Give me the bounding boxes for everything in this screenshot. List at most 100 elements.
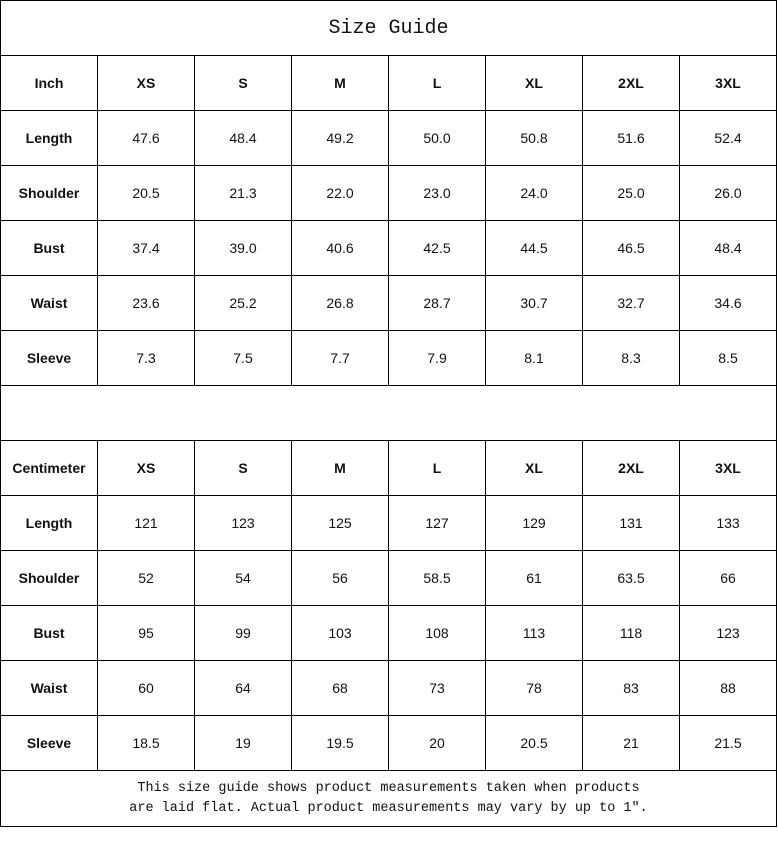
measurement-cell: 22.0 [291,165,389,221]
measurement-cell: 61 [485,550,583,606]
measurement-cell: 21.3 [194,165,292,221]
table-row: Waist 60 64 68 73 78 83 88 [0,660,777,716]
measurement-cell: 88 [679,660,777,716]
measurement-cell: 21.5 [679,715,777,771]
size-header: 2XL [582,55,680,111]
note-line: are laid flat. Actual product measuremen… [129,800,648,816]
measurement-cell: 129 [485,495,583,551]
size-header: L [388,55,486,111]
measurement-cell: 7.3 [97,330,195,386]
row-label: Bust [0,220,98,276]
measurement-note: This size guide shows product measuremen… [0,770,777,827]
measurement-cell: 23.0 [388,165,486,221]
measurement-cell: 113 [485,605,583,661]
measurement-cell: 123 [194,495,292,551]
row-label: Length [0,495,98,551]
measurement-cell: 25.0 [582,165,680,221]
size-header: 2XL [582,440,680,496]
measurement-cell: 42.5 [388,220,486,276]
measurement-cell: 103 [291,605,389,661]
table-row: Length 47.6 48.4 49.2 50.0 50.8 51.6 52.4 [0,110,777,166]
measurement-cell: 73 [388,660,486,716]
measurement-cell: 20 [388,715,486,771]
measurement-cell: 28.7 [388,275,486,331]
table-row: Shoulder 20.5 21.3 22.0 23.0 24.0 25.0 26.0 [0,165,777,221]
measurement-cell: 34.6 [679,275,777,331]
size-header: XS [97,440,195,496]
size-header: M [291,440,389,496]
measurement-cell: 30.7 [485,275,583,331]
measurement-cell: 19.5 [291,715,389,771]
cm-header-row: Centimeter XS S M L XL 2XL 3XL [0,440,777,496]
measurement-cell: 21 [582,715,680,771]
note-line: This size guide shows product measuremen… [137,780,640,796]
measurement-cell: 49.2 [291,110,389,166]
row-label: Sleeve [0,330,98,386]
row-label: Bust [0,605,98,661]
measurement-cell: 8.3 [582,330,680,386]
measurement-cell: 56 [291,550,389,606]
measurement-cell: 46.5 [582,220,680,276]
measurement-cell: 51.6 [582,110,680,166]
measurement-cell: 24.0 [485,165,583,221]
measurement-cell: 50.8 [485,110,583,166]
measurement-cell: 64 [194,660,292,716]
measurement-cell: 18.5 [97,715,195,771]
table-row: Shoulder 52 54 56 58.5 61 63.5 66 [0,550,777,606]
measurement-cell: 54 [194,550,292,606]
measurement-cell: 108 [388,605,486,661]
measurement-cell: 52 [97,550,195,606]
measurement-cell: 48.4 [679,220,777,276]
measurement-cell: 40.6 [291,220,389,276]
measurement-cell: 83 [582,660,680,716]
measurement-cell: 121 [97,495,195,551]
measurement-cell: 20.5 [97,165,195,221]
measurement-cell: 23.6 [97,275,195,331]
measurement-cell: 26.0 [679,165,777,221]
row-label: Shoulder [0,165,98,221]
unit-label: Centimeter [0,440,98,496]
size-header: L [388,440,486,496]
measurement-cell: 118 [582,605,680,661]
size-header: S [194,440,292,496]
measurement-cell: 8.1 [485,330,583,386]
size-header: 3XL [679,440,777,496]
measurement-cell: 44.5 [485,220,583,276]
measurement-cell: 7.5 [194,330,292,386]
size-header: XL [485,440,583,496]
inch-header-row: Inch XS S M L XL 2XL 3XL [0,55,777,111]
measurement-cell: 60 [97,660,195,716]
measurement-cell: 66 [679,550,777,606]
measurement-cell: 58.5 [388,550,486,606]
row-label: Waist [0,275,98,331]
measurement-cell: 47.6 [97,110,195,166]
size-header: S [194,55,292,111]
measurement-cell: 95 [97,605,195,661]
table-row: Bust 37.4 39.0 40.6 42.5 44.5 46.5 48.4 [0,220,777,276]
measurement-cell: 19 [194,715,292,771]
row-label: Waist [0,660,98,716]
measurement-cell: 127 [388,495,486,551]
measurement-cell: 125 [291,495,389,551]
table-row: Sleeve 18.5 19 19.5 20 20.5 21 21.5 [0,715,777,771]
measurement-cell: 131 [582,495,680,551]
measurement-cell: 68 [291,660,389,716]
table-row: Sleeve 7.3 7.5 7.7 7.9 8.1 8.3 8.5 [0,330,777,386]
measurement-cell: 63.5 [582,550,680,606]
row-label: Length [0,110,98,166]
measurement-cell: 52.4 [679,110,777,166]
measurement-cell: 20.5 [485,715,583,771]
measurement-cell: 26.8 [291,275,389,331]
measurement-cell: 78 [485,660,583,716]
unit-label: Inch [0,55,98,111]
measurement-cell: 32.7 [582,275,680,331]
measurement-cell: 8.5 [679,330,777,386]
spacer-row [0,385,777,441]
measurement-cell: 7.7 [291,330,389,386]
measurement-cell: 133 [679,495,777,551]
measurement-cell: 39.0 [194,220,292,276]
table-row: Bust 95 99 103 108 113 118 123 [0,605,777,661]
measurement-cell: 123 [679,605,777,661]
table-row: Length 121 123 125 127 129 131 133 [0,495,777,551]
